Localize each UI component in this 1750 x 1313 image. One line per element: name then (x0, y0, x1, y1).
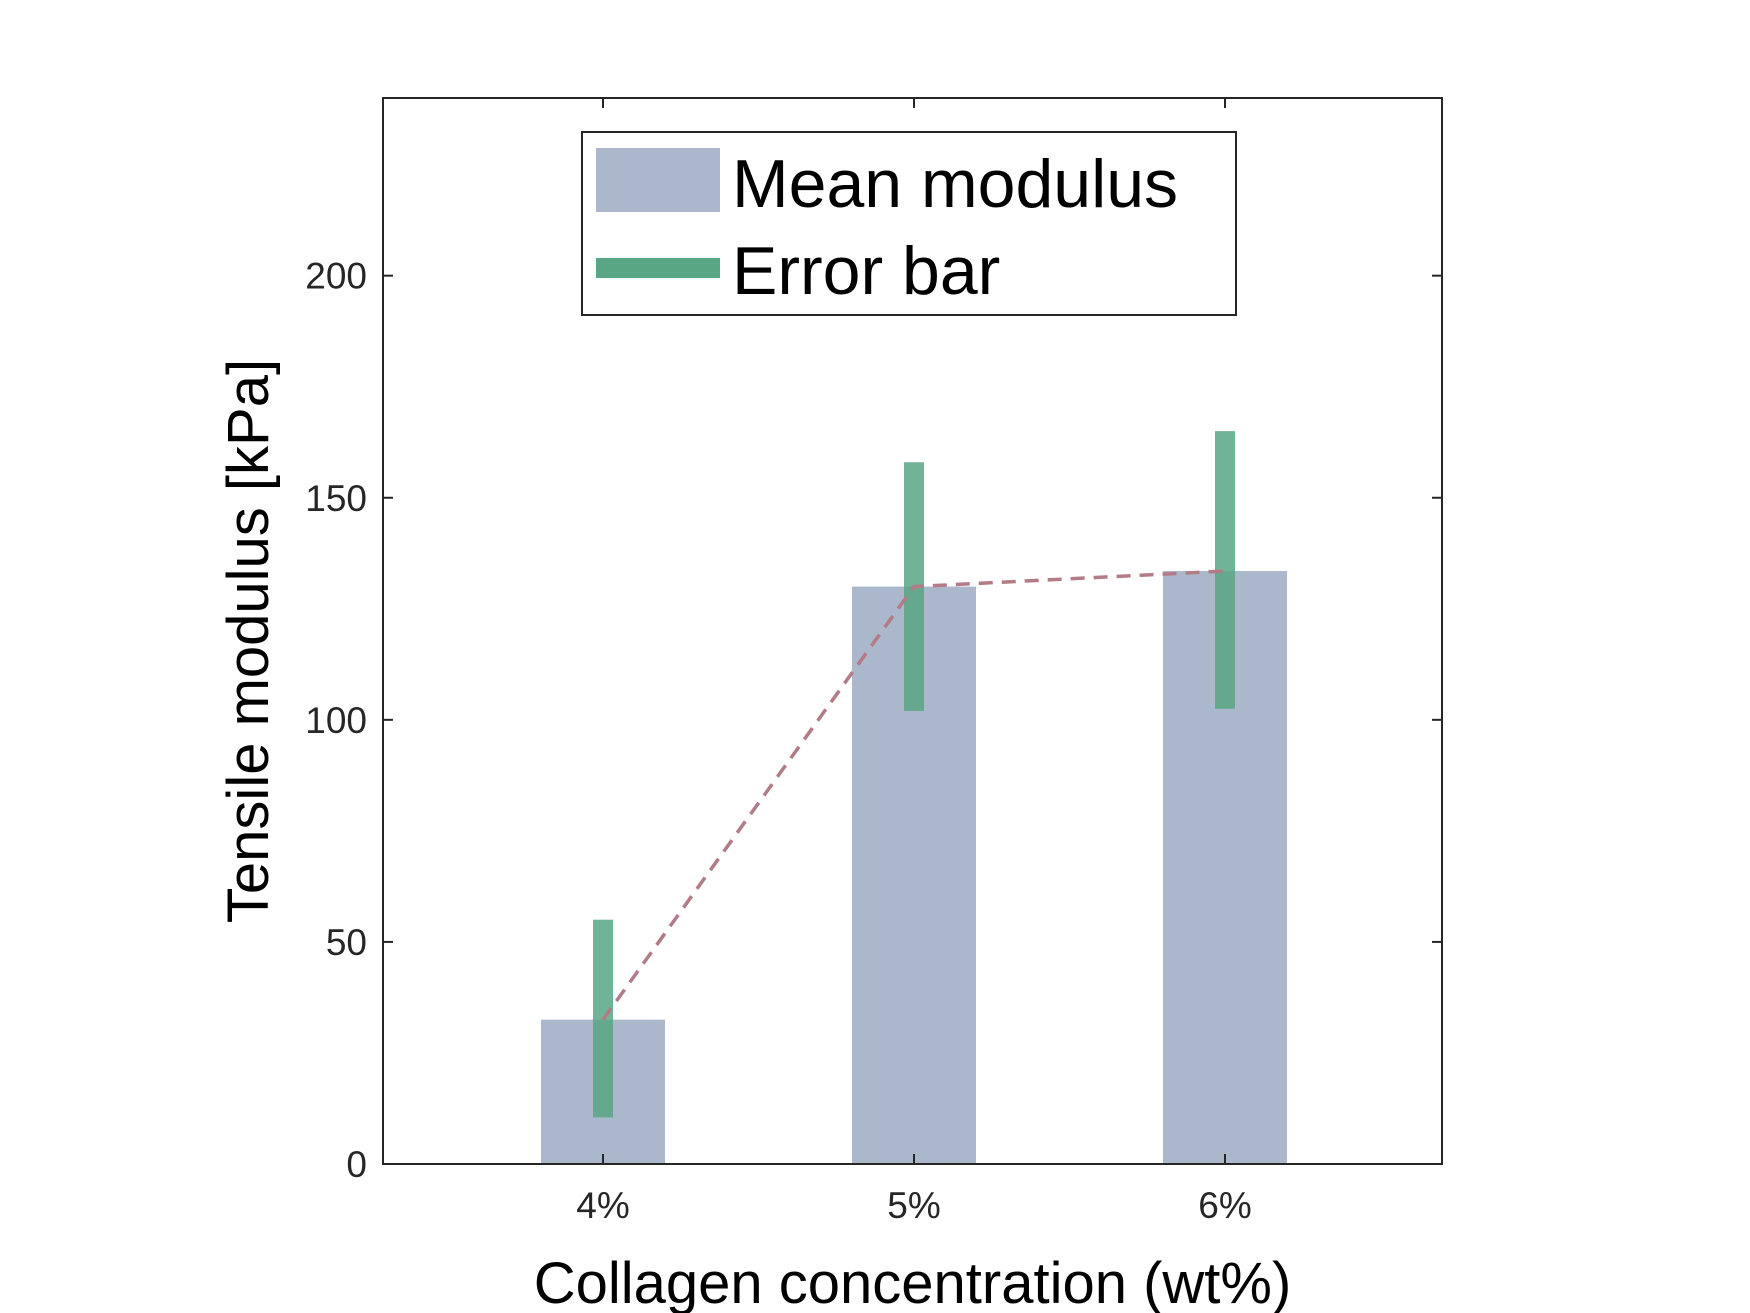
axes-box (382, 97, 1443, 1165)
y-tick-label-150: 150 (305, 478, 367, 519)
y-tick-label-200: 200 (305, 256, 367, 297)
x-tick-label-1: 4% (576, 1185, 629, 1226)
ticks-layer: 0 50 100 150 200 4% 5% 6% (305, 98, 1442, 1226)
legend-label-mean-modulus: Mean modulus (732, 146, 1178, 222)
y-tick-label-50: 50 (326, 922, 367, 963)
error-bar-3 (1215, 431, 1235, 709)
legend: Mean modulus Error bar (581, 131, 1237, 316)
errorbars-layer (593, 431, 1235, 1118)
x-tick-label-2: 5% (887, 1185, 940, 1226)
x-tick-label-3: 6% (1198, 1185, 1251, 1226)
y-tick-label-0: 0 (346, 1144, 367, 1185)
legend-swatch-error-bar (596, 258, 720, 278)
legend-swatch-mean-modulus (596, 148, 720, 212)
legend-label-error-bar: Error bar (732, 233, 1000, 309)
y-axis-title: Tensile modulus [kPa] (216, 359, 281, 923)
trend-line-layer (601, 569, 1226, 1021)
y-tick-label-100: 100 (305, 700, 367, 741)
x-axis-title: Collagen concentration (wt%) (534, 1251, 1292, 1313)
trend-line (601, 569, 1226, 1021)
